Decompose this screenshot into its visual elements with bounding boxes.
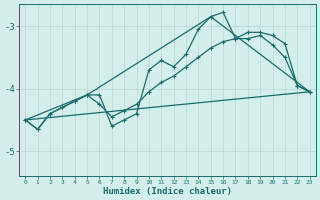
X-axis label: Humidex (Indice chaleur): Humidex (Indice chaleur)	[103, 187, 232, 196]
